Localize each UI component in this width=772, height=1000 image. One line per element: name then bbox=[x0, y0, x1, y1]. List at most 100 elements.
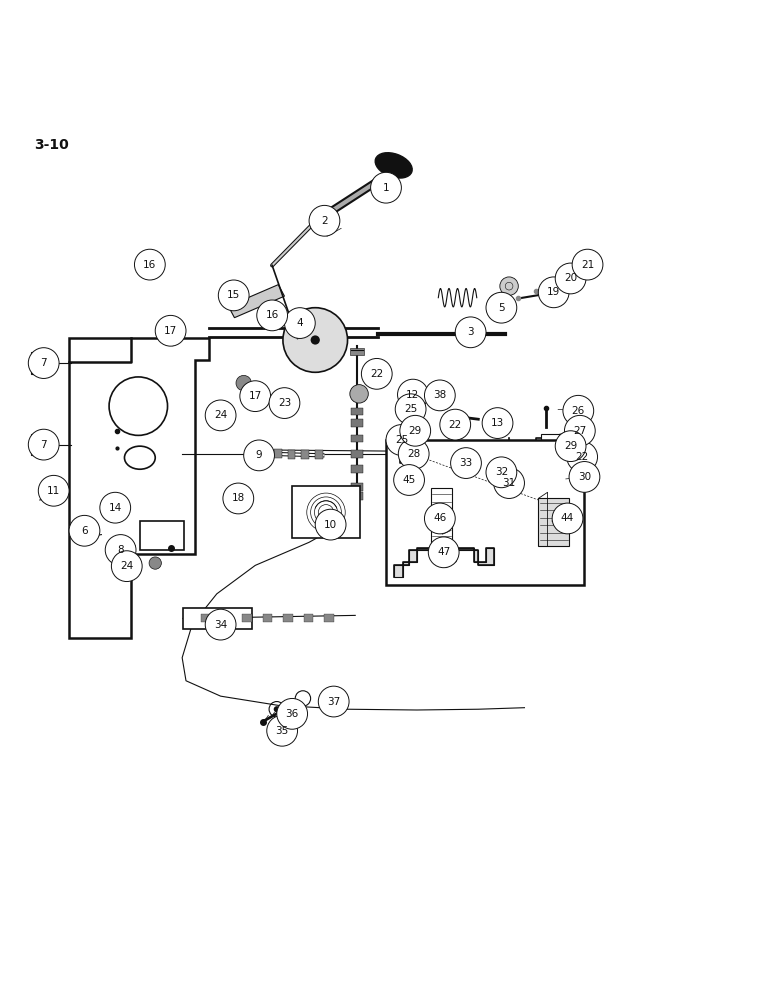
Circle shape bbox=[440, 409, 471, 440]
Bar bbox=[538, 498, 569, 546]
Bar bbox=[350, 348, 364, 355]
Circle shape bbox=[111, 551, 142, 582]
Ellipse shape bbox=[375, 153, 412, 178]
Bar bbox=[541, 434, 572, 486]
Bar bbox=[431, 488, 452, 550]
Text: 46: 46 bbox=[433, 513, 446, 523]
Bar bbox=[263, 614, 273, 622]
Circle shape bbox=[284, 308, 315, 338]
Circle shape bbox=[361, 358, 392, 389]
Circle shape bbox=[455, 317, 486, 348]
Text: 17: 17 bbox=[249, 391, 262, 401]
Bar bbox=[351, 450, 363, 458]
Bar bbox=[351, 419, 363, 427]
Bar bbox=[315, 450, 323, 459]
Text: 47: 47 bbox=[437, 547, 450, 557]
Text: 22: 22 bbox=[370, 369, 384, 379]
Bar bbox=[140, 521, 185, 550]
Text: 36: 36 bbox=[286, 709, 299, 719]
Circle shape bbox=[223, 483, 254, 514]
Circle shape bbox=[218, 280, 249, 311]
Circle shape bbox=[283, 308, 347, 372]
Circle shape bbox=[205, 609, 236, 640]
Circle shape bbox=[398, 379, 428, 410]
Text: 20: 20 bbox=[564, 273, 577, 283]
Circle shape bbox=[395, 394, 426, 425]
Circle shape bbox=[400, 415, 431, 446]
Text: 31: 31 bbox=[503, 478, 516, 488]
Circle shape bbox=[555, 263, 586, 294]
Text: 11: 11 bbox=[47, 486, 60, 496]
Circle shape bbox=[69, 515, 100, 546]
Text: 13: 13 bbox=[491, 418, 504, 428]
Text: 32: 32 bbox=[495, 467, 508, 477]
Text: 33: 33 bbox=[459, 458, 472, 468]
Bar bbox=[31, 352, 48, 374]
Bar bbox=[242, 614, 252, 622]
Circle shape bbox=[425, 503, 455, 534]
Text: 22: 22 bbox=[449, 420, 462, 430]
Circle shape bbox=[425, 380, 455, 411]
Circle shape bbox=[398, 438, 429, 469]
Text: 22: 22 bbox=[576, 452, 589, 462]
Bar bbox=[351, 492, 363, 500]
Circle shape bbox=[155, 315, 186, 346]
Circle shape bbox=[134, 249, 165, 280]
Text: 14: 14 bbox=[109, 503, 122, 513]
Text: 6: 6 bbox=[81, 526, 88, 536]
Text: 17: 17 bbox=[164, 326, 178, 336]
Polygon shape bbox=[229, 285, 284, 318]
Circle shape bbox=[29, 429, 59, 460]
Circle shape bbox=[563, 395, 594, 426]
Text: 21: 21 bbox=[581, 260, 594, 270]
Bar bbox=[183, 608, 252, 629]
Text: 3: 3 bbox=[467, 327, 474, 337]
Text: 29: 29 bbox=[564, 441, 577, 451]
Text: 9: 9 bbox=[256, 450, 262, 460]
Text: 38: 38 bbox=[433, 390, 446, 400]
Circle shape bbox=[39, 475, 69, 506]
Circle shape bbox=[277, 698, 307, 729]
Text: 27: 27 bbox=[574, 426, 587, 436]
Circle shape bbox=[267, 715, 297, 746]
Text: 5: 5 bbox=[498, 303, 505, 313]
Circle shape bbox=[371, 172, 401, 203]
Circle shape bbox=[350, 385, 368, 403]
Bar bbox=[351, 435, 363, 442]
Text: 3-10: 3-10 bbox=[34, 138, 69, 152]
Text: 26: 26 bbox=[572, 406, 585, 416]
Text: 2: 2 bbox=[321, 216, 328, 226]
Text: 10: 10 bbox=[324, 520, 337, 530]
Circle shape bbox=[315, 509, 346, 540]
Bar bbox=[351, 465, 363, 473]
Circle shape bbox=[499, 277, 518, 295]
Circle shape bbox=[236, 375, 252, 391]
Circle shape bbox=[569, 462, 600, 492]
Bar bbox=[31, 434, 48, 455]
Circle shape bbox=[310, 335, 320, 345]
Text: 12: 12 bbox=[406, 390, 419, 400]
Circle shape bbox=[486, 461, 499, 475]
Text: 25: 25 bbox=[404, 404, 417, 414]
Bar bbox=[324, 614, 334, 622]
Text: 37: 37 bbox=[327, 697, 340, 707]
Circle shape bbox=[538, 277, 569, 308]
Text: 28: 28 bbox=[407, 449, 420, 459]
Bar bbox=[351, 483, 363, 491]
Text: 35: 35 bbox=[276, 726, 289, 736]
Circle shape bbox=[451, 448, 482, 478]
Circle shape bbox=[29, 348, 59, 378]
Text: 30: 30 bbox=[578, 472, 591, 482]
Bar bbox=[292, 486, 360, 538]
Circle shape bbox=[257, 300, 287, 331]
Polygon shape bbox=[509, 438, 571, 469]
Text: 8: 8 bbox=[117, 545, 124, 555]
Text: 23: 23 bbox=[278, 398, 291, 408]
Bar bbox=[301, 450, 309, 459]
Circle shape bbox=[482, 408, 513, 438]
Circle shape bbox=[489, 294, 506, 312]
Polygon shape bbox=[394, 548, 493, 577]
Circle shape bbox=[473, 462, 487, 476]
Circle shape bbox=[318, 686, 349, 717]
Circle shape bbox=[105, 535, 136, 565]
